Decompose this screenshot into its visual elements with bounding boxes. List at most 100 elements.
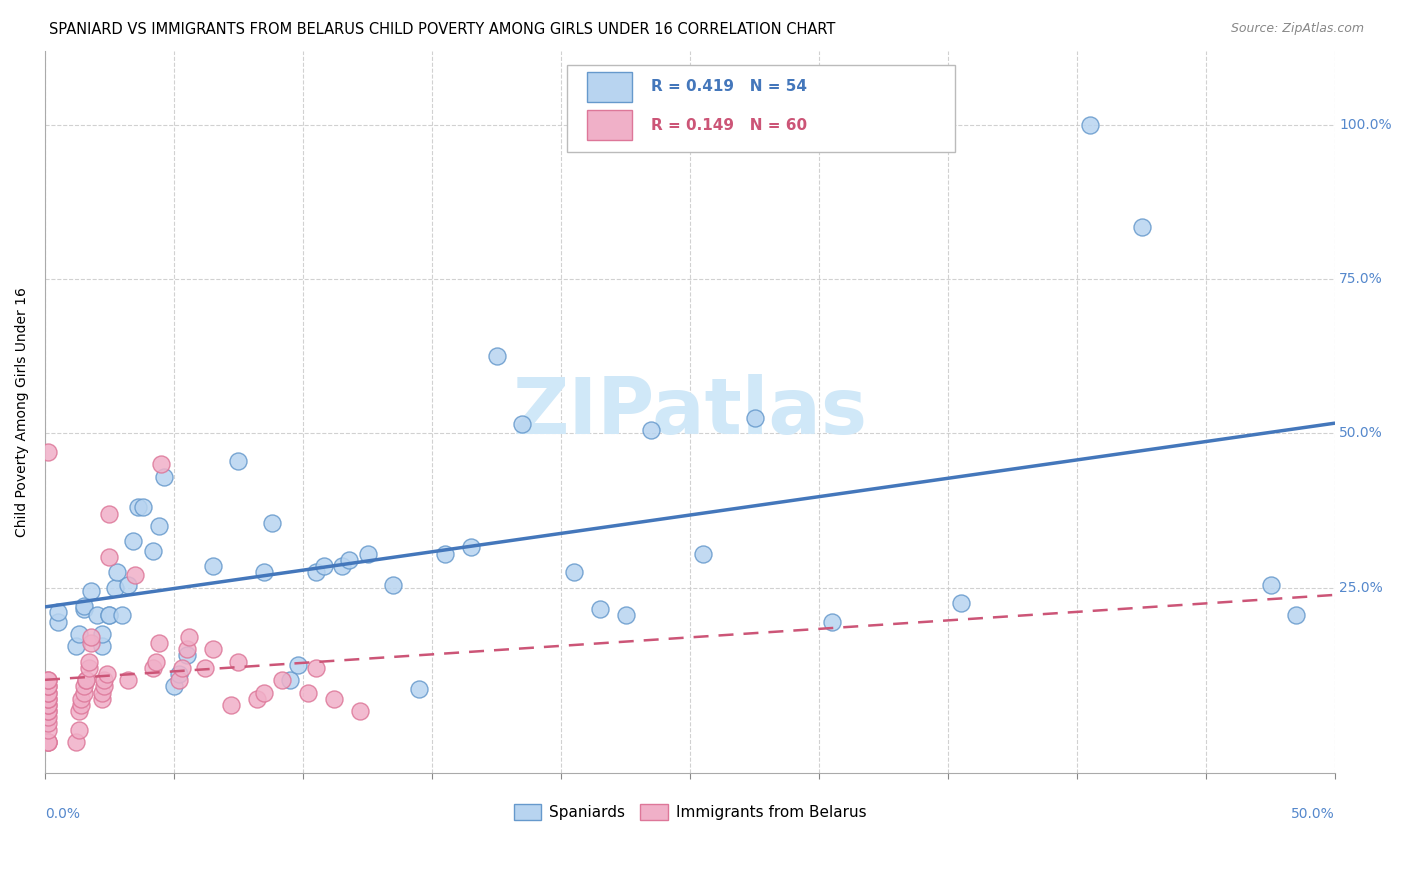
Point <box>305 565 328 579</box>
Point <box>176 642 198 657</box>
Point <box>90 691 112 706</box>
Point <box>460 541 482 555</box>
Point <box>744 410 766 425</box>
Point <box>152 469 174 483</box>
Point <box>142 661 165 675</box>
Point <box>271 673 294 688</box>
Point <box>80 583 103 598</box>
Point <box>37 685 59 699</box>
Point <box>433 547 456 561</box>
Point <box>98 549 121 564</box>
Point <box>37 691 59 706</box>
Point <box>37 716 59 731</box>
Point <box>1130 219 1153 234</box>
Point <box>70 691 93 706</box>
Bar <box>586 110 631 140</box>
Point <box>37 735 59 749</box>
Point <box>589 602 612 616</box>
Point <box>104 581 127 595</box>
Point <box>37 691 59 706</box>
Point <box>1285 608 1308 623</box>
Point <box>253 565 276 579</box>
Point <box>312 559 335 574</box>
Point <box>73 602 96 616</box>
Point <box>485 349 508 363</box>
Point <box>37 723 59 737</box>
Text: 50.0%: 50.0% <box>1339 426 1382 441</box>
Point <box>1260 577 1282 591</box>
Point <box>67 704 90 718</box>
Text: 75.0%: 75.0% <box>1339 272 1382 286</box>
Text: Source: ZipAtlas.com: Source: ZipAtlas.com <box>1230 22 1364 36</box>
Point <box>167 673 190 688</box>
Point <box>80 636 103 650</box>
Point <box>278 673 301 688</box>
Point <box>253 685 276 699</box>
Text: 50.0%: 50.0% <box>1291 807 1336 822</box>
Point <box>132 500 155 515</box>
Point <box>37 673 59 688</box>
Point <box>46 605 69 619</box>
Point <box>163 679 186 693</box>
Point <box>37 710 59 724</box>
Point <box>77 661 100 675</box>
Point <box>339 553 361 567</box>
Point <box>37 679 59 693</box>
Point <box>93 673 115 688</box>
Point <box>167 667 190 681</box>
Point <box>287 657 309 672</box>
Point <box>692 547 714 561</box>
Point <box>98 608 121 623</box>
Point <box>73 685 96 699</box>
Point <box>194 661 217 675</box>
Point <box>297 685 319 699</box>
Point <box>73 599 96 613</box>
Point <box>349 704 371 718</box>
Point <box>201 559 224 574</box>
Point <box>65 735 87 749</box>
Point <box>98 608 121 623</box>
Point <box>37 698 59 712</box>
Point <box>67 627 90 641</box>
Point <box>111 608 134 623</box>
Point <box>124 568 146 582</box>
Point <box>148 519 170 533</box>
Point <box>142 543 165 558</box>
Bar <box>586 71 631 102</box>
Text: 0.0%: 0.0% <box>45 807 80 822</box>
Point <box>75 673 97 688</box>
Point <box>37 679 59 693</box>
Point <box>105 565 128 579</box>
Point <box>219 698 242 712</box>
Point <box>640 423 662 437</box>
Point <box>80 630 103 644</box>
Point <box>96 667 118 681</box>
Point <box>228 655 250 669</box>
Point <box>179 630 201 644</box>
Point <box>127 500 149 515</box>
Point <box>170 661 193 675</box>
Point <box>245 691 267 706</box>
Point <box>148 636 170 650</box>
Point <box>86 608 108 623</box>
Point <box>117 673 139 688</box>
Point <box>510 417 533 431</box>
Point <box>260 516 283 530</box>
Point <box>145 655 167 669</box>
Point <box>228 454 250 468</box>
Point <box>121 534 143 549</box>
Point <box>77 655 100 669</box>
Point <box>37 698 59 712</box>
Point <box>70 698 93 712</box>
Y-axis label: Child Poverty Among Girls Under 16: Child Poverty Among Girls Under 16 <box>15 286 30 537</box>
Point <box>562 565 585 579</box>
Point <box>150 457 173 471</box>
Point <box>37 704 59 718</box>
Point <box>37 685 59 699</box>
Text: R = 0.419   N = 54: R = 0.419 N = 54 <box>651 79 807 95</box>
Point <box>75 673 97 688</box>
Point <box>356 547 378 561</box>
Point <box>98 507 121 521</box>
Point <box>93 679 115 693</box>
Point <box>90 627 112 641</box>
